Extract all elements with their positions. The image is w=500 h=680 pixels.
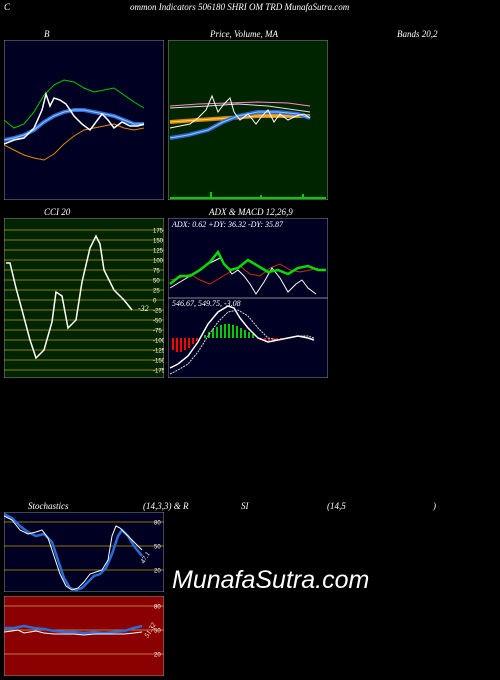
tick-label: 80 — [154, 521, 161, 527]
macd-line — [169, 305, 315, 369]
adx-values: ADX: 0.62 +DY: 36.32 -DY: 35.87 — [171, 220, 284, 229]
bbands-price-line — [4, 91, 145, 145]
tick-label: 80 — [154, 605, 161, 611]
cci-line — [6, 234, 133, 360]
ma-white-line — [169, 103, 311, 113]
tick-label: 20 — [154, 569, 161, 575]
tick-label: 150 — [153, 239, 164, 245]
volume-bar — [260, 195, 262, 198]
bands-param-label: Bands 20,2 — [397, 29, 438, 39]
stoch-label: Stochastics — [28, 501, 69, 511]
tick-label: 50 — [154, 545, 161, 551]
tick-label: -100 — [153, 339, 164, 345]
tick-label: 50 — [154, 629, 161, 635]
tick-label: 20 — [154, 653, 161, 659]
rsi-line — [4, 629, 143, 636]
price-ma-label: Price, Volume, MA — [210, 29, 278, 39]
rsi-label: SI — [241, 501, 249, 511]
adx-plus-dy-line — [169, 249, 326, 285]
cci-value-label: -32 — [138, 304, 149, 313]
bbands-middle-inner-line — [4, 109, 144, 141]
stochastics-panel: 80 50 20 47.1 — [4, 512, 164, 592]
tick-label: 0 — [153, 299, 157, 305]
rsi-smooth-line — [4, 624, 143, 635]
stoch-d-line — [4, 512, 143, 592]
cci-label: CCI 20 — [44, 207, 71, 217]
bollinger-bands-panel — [4, 40, 164, 200]
page-title: ommon Indicators 506180 SHRI OM TRD Muna… — [130, 2, 350, 12]
bbands-lower-line — [4, 123, 145, 161]
tick-label: 25 — [153, 289, 160, 295]
macd-values: 546.67, 549.75, -3.08 — [172, 299, 241, 308]
tick-label: 125 — [153, 249, 164, 255]
ma-pink-line — [169, 101, 311, 107]
tick-label: -150 — [153, 359, 164, 365]
header-c-label: C — [4, 2, 11, 12]
volume-bar — [302, 194, 304, 198]
macd-histogram — [172, 324, 282, 352]
bbands-label: B — [44, 29, 50, 39]
tick-label: -175 — [153, 369, 164, 375]
rsi-close-label: ) — [433, 501, 436, 511]
price-line — [169, 94, 311, 129]
bbands-upper-line — [4, 79, 145, 129]
stoch-k-line — [4, 515, 143, 591]
tick-label: 75 — [153, 269, 160, 275]
volume-bar — [210, 192, 212, 198]
cci-panel: 175 150 125 100 75 50 25 0 -25 -50 -75 -100 -125 -150… — [4, 218, 164, 378]
tick-label: -125 — [153, 349, 164, 355]
rsi-panel: 80 50 20 51.32 — [4, 596, 164, 676]
stoch-param-label: (14,3,3) & R — [143, 501, 189, 511]
tick-label: 50 — [153, 279, 160, 285]
ma-lightblue-line — [169, 111, 311, 139]
tick-label: -50 — [153, 319, 162, 325]
watermark: MunafaSutra.com — [172, 566, 370, 594]
tick-label: -25 — [153, 309, 162, 315]
tick-label: -75 — [153, 329, 162, 335]
rsi-param-label: (14,5 — [327, 501, 346, 511]
price-volume-ma-panel — [168, 40, 328, 200]
tick-label: 175 — [153, 229, 164, 235]
adx-macd-panel: ADX: 0.62 +DY: 36.32 -DY: 35.87 546.67, … — [168, 218, 328, 378]
tick-label: 100 — [153, 259, 164, 265]
adx-macd-label: ADX & MACD 12,26,9 — [209, 207, 293, 217]
